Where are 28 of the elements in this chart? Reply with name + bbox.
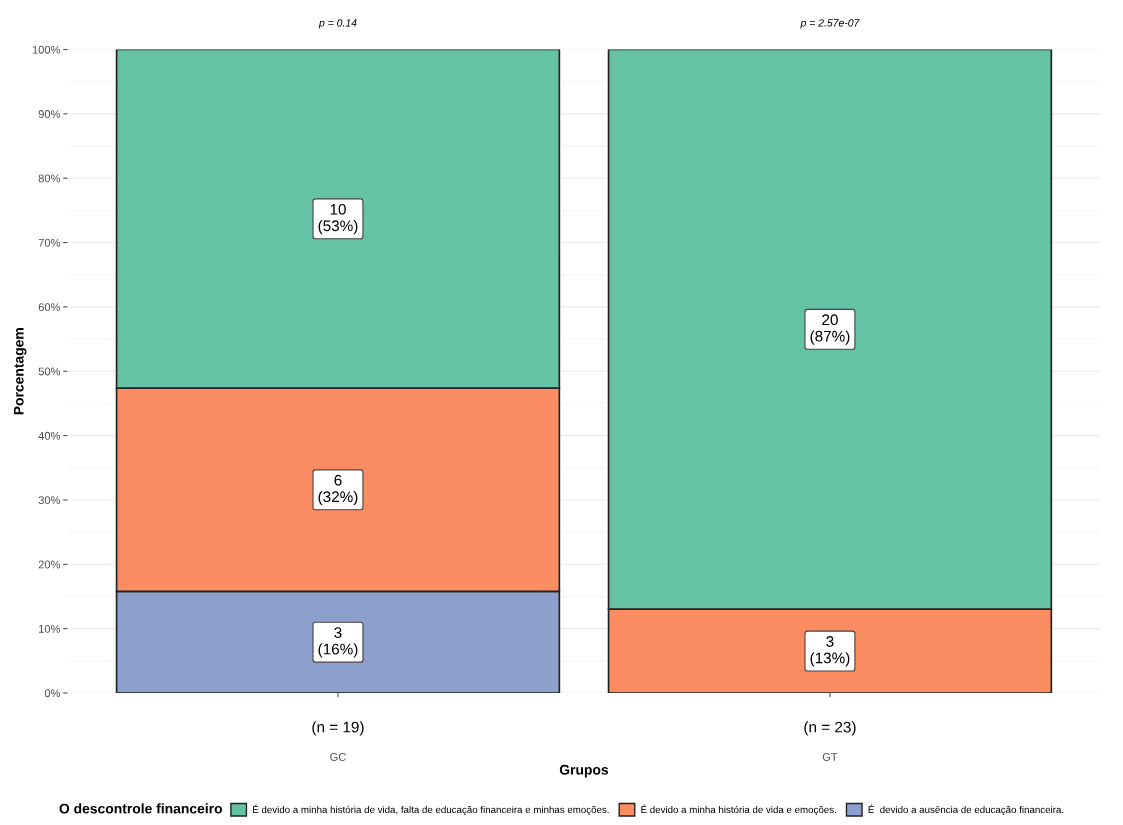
legend-label: É devido a minha história de vida e emoções.: [641, 804, 836, 816]
y-tick-label: 50%: [38, 367, 61, 376]
y-tick-label: 80%: [38, 174, 61, 183]
legend-title: O descontrole financeiro: [59, 803, 223, 814]
data-label: 6 (32%): [318, 474, 358, 506]
legend-label: É devido a minha história de vida, falta de educação financeira e minhas emoções.: [253, 804, 609, 816]
y-tick-label: 70%: [38, 238, 61, 247]
x-axis-title: Grupos: [559, 764, 609, 778]
text: p = 2.57e-07: [800, 19, 860, 29]
y-tick-label: 0%: [44, 689, 61, 698]
data-label: 20 (87%): [810, 314, 850, 345]
y-axis-title: Porcentagem: [13, 328, 27, 415]
y-tick-label: 10%: [39, 624, 61, 633]
text: p = 0.14: [318, 19, 357, 29]
y-tick-label: 100%: [32, 45, 61, 54]
y-tick-label: 90%: [38, 110, 61, 118]
legend-label: É devido a ausência de educação financeira.: [868, 804, 1064, 816]
data-label: 10 (53%): [318, 203, 358, 235]
x-tick-label: GT: [822, 753, 838, 761]
x-tick-label: GC: [330, 753, 346, 761]
y-tick-label: 30%: [38, 496, 61, 505]
y-tick-label: 40%: [38, 431, 61, 440]
y-tick-label: 20%: [38, 560, 61, 569]
y-tick-label: 60%: [38, 303, 61, 312]
text: (n = 23): [804, 721, 856, 736]
data-label: 3 (16%): [318, 627, 358, 658]
text: (n = 19): [312, 721, 364, 736]
data-label: 3 (13%): [810, 636, 850, 667]
